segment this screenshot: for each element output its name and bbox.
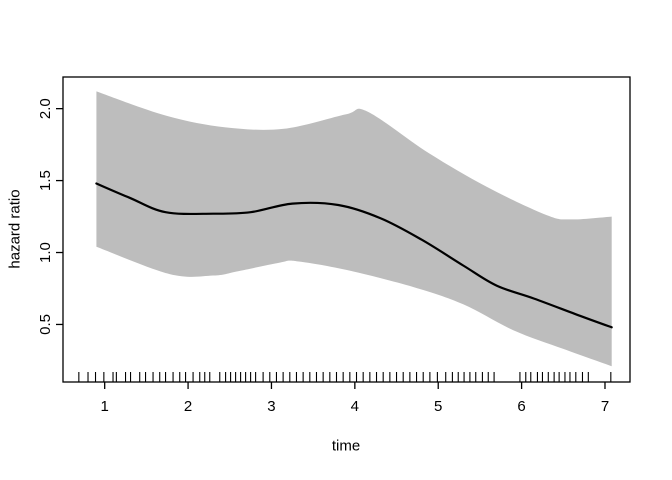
x-tick-label: 1 [101,398,109,415]
y-tick-label: 1.0 [37,242,54,263]
x-tick-label: 2 [184,398,192,415]
hazard-ratio-estimate-line [95,182,613,329]
x-tick-label: 5 [434,398,442,415]
confidence-band [96,91,612,367]
x-tick-label: 7 [601,398,609,415]
plot-border [62,76,631,383]
y-tick-label: 2.0 [37,98,54,119]
x-axis-title: time [331,437,361,455]
x-tick-label: 6 [517,398,525,415]
y-tick-label: 0.5 [37,314,54,335]
y-tick-label: 1.5 [37,170,54,191]
x-tick-label: 4 [351,398,359,415]
x-tick-label: 3 [267,398,275,415]
y-axis-title: hazard ratio [6,189,24,269]
